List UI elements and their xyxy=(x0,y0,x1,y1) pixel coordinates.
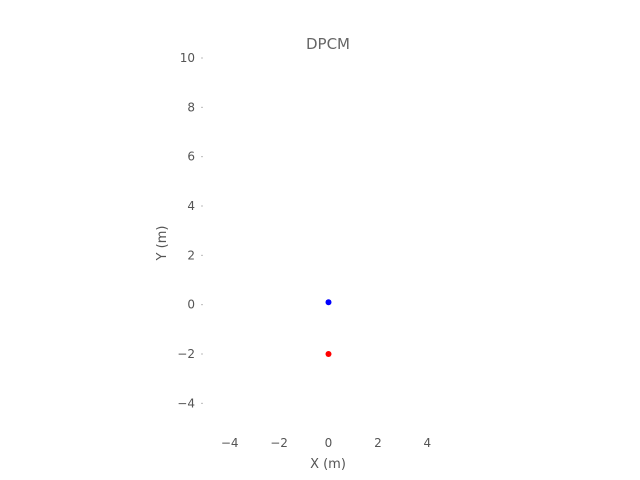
data-point-2 xyxy=(325,351,332,357)
data-point-1 xyxy=(325,299,332,306)
y-tick-label: 10 xyxy=(180,51,195,65)
x-tick-label: −4 xyxy=(221,436,239,450)
x-tick-label: 2 xyxy=(374,436,382,450)
x-tick-label: 0 xyxy=(325,436,333,450)
x-tick-label: 4 xyxy=(423,436,431,450)
chart-title: DPCM xyxy=(306,35,350,53)
y-tick-label: 0 xyxy=(187,298,195,312)
y-tick-label: −4 xyxy=(177,396,195,410)
y-axis-ticks: −4 −2 0 2 4 6 8 10 xyxy=(177,51,203,410)
data-points xyxy=(325,299,332,357)
y-tick-label: 6 xyxy=(187,150,195,164)
x-axis-ticks: −4 −2 0 2 4 xyxy=(221,436,431,450)
x-tick-label: −2 xyxy=(270,436,288,450)
y-axis-label: Y (m) xyxy=(155,226,170,262)
x-axis-label: X (m) xyxy=(310,457,346,472)
y-tick-label: −2 xyxy=(177,347,195,361)
y-tick-label: 2 xyxy=(187,248,195,262)
y-tick-label: 4 xyxy=(187,199,195,213)
y-tick-label: 8 xyxy=(187,100,195,114)
